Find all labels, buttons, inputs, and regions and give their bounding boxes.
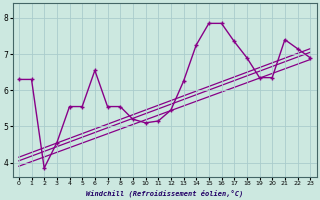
X-axis label: Windchill (Refroidissement éolien,°C): Windchill (Refroidissement éolien,°C) xyxy=(86,189,243,197)
